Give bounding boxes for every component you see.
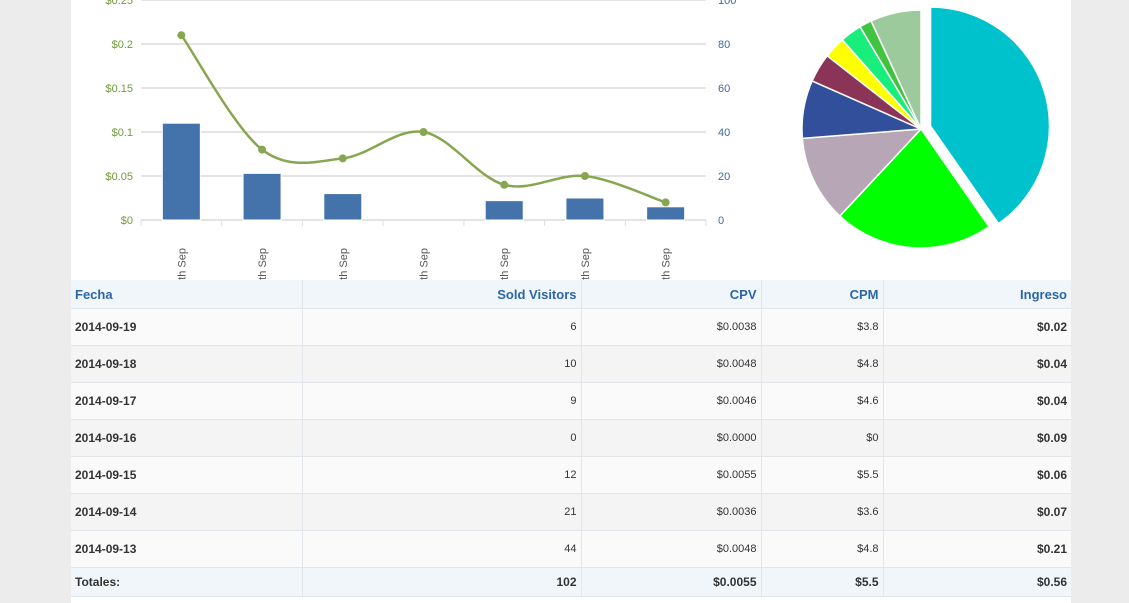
cell-cpv: $0.0046	[581, 382, 762, 420]
cell-cpv: $0.0038	[581, 308, 762, 346]
cell-sold-visitors: 10	[302, 345, 582, 383]
cell-cpv: $0.0048	[581, 530, 762, 568]
bar	[646, 206, 686, 221]
pie-chart	[801, 6, 1051, 249]
cell-date: 2014-09-18	[71, 345, 303, 383]
total-cpm: $5.5	[761, 567, 884, 597]
header-fecha[interactable]: Fecha	[71, 280, 303, 309]
line-point	[580, 172, 589, 180]
cell-ingreso: $0.07	[883, 493, 1071, 531]
bar	[484, 200, 524, 221]
x-tick-label: 18th Sep	[580, 248, 592, 280]
x-tick-label: 17th Sep	[499, 248, 511, 280]
pie-slice	[870, 9, 922, 130]
pie-slice	[801, 128, 923, 218]
cell-sold-visitors: 6	[302, 308, 582, 346]
charts-svg: $0 $0.05 $0.1 $0.15 $0.2 $0.25 0 20 40 60 80 100 13t…	[105, 0, 1051, 280]
cell-cpv: $0.0048	[581, 345, 762, 383]
cell-ingreso: $0.21	[883, 530, 1071, 568]
line-point	[419, 128, 428, 136]
cell-ingreso: $0.06	[883, 456, 1071, 494]
table-row: 2014-09-17 9 $0.0046 $4.6 $0.04	[71, 382, 1071, 420]
totals-label: Totales:	[71, 567, 303, 597]
table-row: 2014-09-19 6 $0.0038 $3.8 $0.02	[71, 308, 1071, 346]
x-tick-label: 15th Sep	[338, 248, 350, 280]
header-ingreso[interactable]: Ingreso	[883, 280, 1071, 309]
cell-cpm: $4.8	[761, 345, 884, 383]
cell-date: 2014-09-14	[71, 493, 303, 531]
cell-cpm: $5.5	[761, 456, 884, 494]
y-left-tick: $0.25	[105, 0, 133, 7]
bar	[242, 172, 282, 221]
table-header-row: Fecha Sold Visitors CPV CPM Ingreso	[71, 280, 1071, 309]
table-row: 2014-09-15 12 $0.0055 $5.5 $0.06	[71, 456, 1071, 494]
bar	[323, 193, 363, 221]
cell-date: 2014-09-19	[71, 308, 303, 346]
stats-table: Fecha Sold Visitors CPV CPM Ingreso 2014…	[71, 280, 1071, 597]
y-left-tick: $0.2	[112, 39, 133, 51]
x-tick-label: 19th Sep	[661, 248, 673, 280]
cell-date: 2014-09-17	[71, 382, 303, 420]
y-right-tick: 20	[718, 171, 730, 183]
cell-ingreso: $0.04	[883, 382, 1071, 420]
y-right-tick: 100	[718, 0, 736, 7]
cell-sold-visitors: 12	[302, 456, 582, 494]
line-point	[177, 31, 186, 40]
cell-cpm: $4.8	[761, 530, 884, 568]
totals-row: Totales: 102 $0.0055 $5.5 $0.56	[71, 567, 1071, 597]
header-sold-visitors[interactable]: Sold Visitors	[302, 280, 582, 309]
y-left-tick: $0	[121, 215, 133, 227]
cell-date: 2014-09-13	[71, 530, 303, 568]
y-left-tick: $0.15	[105, 83, 133, 95]
table-row: 2014-09-16 0 $0.0000 $0 $0.09	[71, 419, 1071, 457]
line-point	[258, 145, 267, 154]
report-panel: $0 $0.05 $0.1 $0.15 $0.2 $0.25 0 20 40 60 80 100 13t…	[71, 0, 1071, 603]
total-sold-visitors: 102	[302, 567, 582, 597]
y-right-tick: 0	[718, 215, 724, 227]
cell-sold-visitors: 21	[302, 493, 582, 531]
header-cpm[interactable]: CPM	[761, 280, 884, 309]
pie-slice	[838, 127, 991, 249]
cell-date: 2014-09-15	[71, 456, 303, 494]
cell-cpv: $0.0000	[581, 419, 762, 457]
table-row: 2014-09-13 44 $0.0048 $4.8 $0.21	[71, 530, 1071, 568]
cell-sold-visitors: 9	[302, 382, 582, 420]
y-right-tick: 40	[718, 127, 730, 139]
total-ingreso: $0.56	[883, 567, 1071, 597]
cell-cpm: $3.6	[761, 493, 884, 531]
pie-slice	[929, 6, 1051, 225]
cell-sold-visitors: 0	[302, 419, 582, 457]
x-tick-label: 16th Sep	[419, 248, 431, 280]
bar	[161, 122, 201, 221]
y-left-tick: $0.05	[105, 171, 133, 183]
y-left-tick: $0.1	[112, 127, 133, 139]
cell-cpm: $0	[761, 419, 884, 457]
header-cpv[interactable]: CPV	[581, 280, 762, 309]
cell-cpm: $4.6	[761, 382, 884, 420]
x-tick-label: 13th Sep	[176, 248, 188, 280]
cell-ingreso: $0.09	[883, 419, 1071, 457]
y-right-tick: 80	[718, 39, 730, 51]
cell-ingreso: $0.04	[883, 345, 1071, 383]
cell-date: 2014-09-16	[71, 419, 303, 457]
bar	[565, 197, 605, 221]
y-right-tick: 60	[718, 83, 730, 95]
x-tick-label: 14th Sep	[257, 248, 269, 280]
charts-area: $0 $0.05 $0.1 $0.15 $0.2 $0.25 0 20 40 60 80 100 13t…	[71, 0, 1071, 280]
line-point	[661, 198, 670, 207]
table-row: 2014-09-14 21 $0.0036 $3.6 $0.07	[71, 493, 1071, 531]
total-cpv: $0.0055	[581, 567, 762, 597]
cell-sold-visitors: 44	[302, 530, 582, 568]
table-row: 2014-09-18 10 $0.0048 $4.8 $0.04	[71, 345, 1071, 383]
cell-cpv: $0.0055	[581, 456, 762, 494]
cell-ingreso: $0.02	[883, 308, 1071, 346]
line-point	[500, 180, 509, 189]
line-point	[338, 154, 347, 163]
cell-cpm: $3.8	[761, 308, 884, 346]
cell-cpv: $0.0036	[581, 493, 762, 531]
bar-line-chart: $0 $0.05 $0.1 $0.15 $0.2 $0.25 0 20 40 60 80 100 13t…	[105, 0, 736, 280]
